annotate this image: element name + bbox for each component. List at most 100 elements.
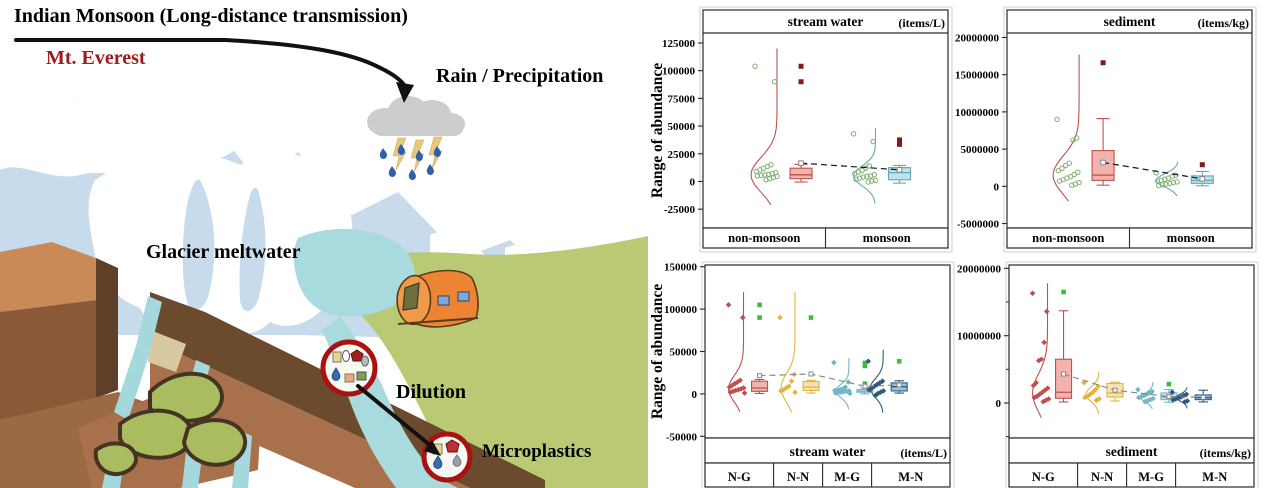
chart-title: sediment	[1104, 14, 1156, 29]
plot-border	[1006, 9, 1253, 229]
scatter-point	[1036, 391, 1043, 398]
header-strip	[1008, 437, 1255, 464]
outlier-point	[1061, 289, 1066, 295]
cliff-left-front	[0, 300, 96, 420]
outlier-point	[757, 315, 762, 320]
tent-door	[402, 282, 420, 311]
outlier-point	[862, 381, 868, 387]
x-group-label: N-G	[728, 470, 751, 484]
scatter-point	[1174, 179, 1180, 185]
scatter-point	[1135, 394, 1142, 401]
scatter-point	[1167, 180, 1173, 187]
y-tick-label: 10000000	[955, 107, 1000, 119]
violin-curve	[1032, 283, 1049, 419]
box	[751, 380, 769, 392]
y-tick-label: 150000	[664, 262, 698, 274]
mean-marker	[862, 383, 868, 389]
x-group-label: monsoon	[1167, 231, 1215, 245]
outlier-point	[1100, 60, 1106, 66]
chart-frame	[1005, 261, 1259, 488]
mean-connector-line	[800, 162, 900, 171]
scatter-point	[778, 388, 784, 394]
mean-marker	[1100, 159, 1106, 166]
x-label-row	[1008, 462, 1255, 488]
scatter-point	[874, 381, 880, 388]
scatter-point	[1138, 393, 1145, 400]
scatter-point	[1044, 385, 1051, 391]
chart-unit: (items/L)	[898, 16, 945, 30]
scatter-point	[853, 176, 859, 182]
scatter-point	[758, 172, 764, 179]
scatter-point	[726, 384, 733, 390]
scatter-point	[843, 388, 850, 395]
scatter-point	[754, 173, 761, 179]
tent-window	[437, 295, 450, 306]
scatter-point	[1081, 380, 1087, 386]
scatter-point	[725, 302, 732, 308]
mean-marker	[1166, 394, 1172, 400]
rain-label: Rain / Precipitation	[436, 65, 604, 87]
mean-connector-line	[1063, 373, 1204, 398]
outlier-point	[862, 363, 868, 369]
scatter-point	[871, 383, 878, 390]
illustration-title: Indian Monsoon (Long-distance transmissi…	[14, 5, 408, 27]
scatter-point	[771, 79, 778, 85]
tent-icon	[396, 269, 479, 328]
scatter-point	[1183, 391, 1190, 398]
chart-sediment-seasonal: sediment (items/kg) non-monsoon monsoon 2000…	[955, 6, 1257, 253]
outlier-point	[798, 79, 804, 85]
scatter-point	[867, 173, 874, 179]
outlier-point	[1166, 381, 1172, 387]
microplastics-circle-diluted	[421, 431, 473, 483]
everest-illustration	[0, 38, 648, 488]
scatter-point	[1029, 290, 1036, 297]
scatter-point	[1031, 394, 1038, 401]
dilution-label: Dilution	[396, 381, 467, 403]
scatter-point	[741, 390, 748, 396]
scatter-point	[737, 377, 743, 384]
glacier-crevasse	[239, 187, 266, 312]
scatter-point	[842, 384, 849, 390]
y-tick-label: 125000	[662, 38, 696, 50]
scatter-point	[1163, 181, 1169, 187]
x-group-label: M-G	[834, 470, 860, 484]
y-tick-label: 0	[690, 176, 696, 188]
scatter-point	[786, 383, 792, 390]
scatter-point	[752, 63, 758, 69]
outlier-point	[897, 137, 903, 143]
scatter-point	[1035, 357, 1042, 364]
meltwater-lake	[293, 228, 415, 317]
scatter-point	[872, 177, 879, 184]
y-axis-label: Range of abundance	[649, 284, 666, 419]
scatter-point	[1056, 178, 1063, 184]
scatter-point	[1146, 390, 1153, 396]
scatter-point	[740, 385, 747, 391]
mean-marker	[1199, 176, 1206, 182]
chart-unit: (items/kg)	[1200, 446, 1251, 460]
x-group-label: M-G	[1138, 470, 1164, 484]
scatter-point	[1041, 339, 1047, 346]
y-tick-label: 15000000	[955, 70, 1000, 82]
outlier-point	[896, 358, 902, 364]
y-tick-label: 0	[692, 389, 698, 401]
scatter-point	[879, 378, 886, 384]
chart-unit: (items/kg)	[1198, 16, 1249, 30]
scatter-point	[1030, 382, 1037, 389]
scatter-point	[1175, 395, 1182, 401]
scatter-point	[1147, 396, 1154, 403]
scatter-point	[850, 131, 857, 137]
y-tick-label: 100000	[662, 66, 696, 78]
scatter-point	[1055, 167, 1061, 174]
cliff-left-side	[96, 258, 118, 398]
scatter-point	[788, 378, 795, 384]
glacier-shape	[88, 153, 353, 336]
mean-connector-line	[1102, 161, 1203, 180]
y-tick-label: 5000000	[961, 144, 1000, 156]
mean-marker	[1112, 387, 1118, 393]
scatter-point	[762, 172, 768, 178]
scatter-point	[1142, 398, 1148, 405]
mean-marker	[1061, 371, 1067, 377]
y-tick-label: 0	[994, 181, 1000, 193]
scatter-point	[852, 171, 858, 177]
